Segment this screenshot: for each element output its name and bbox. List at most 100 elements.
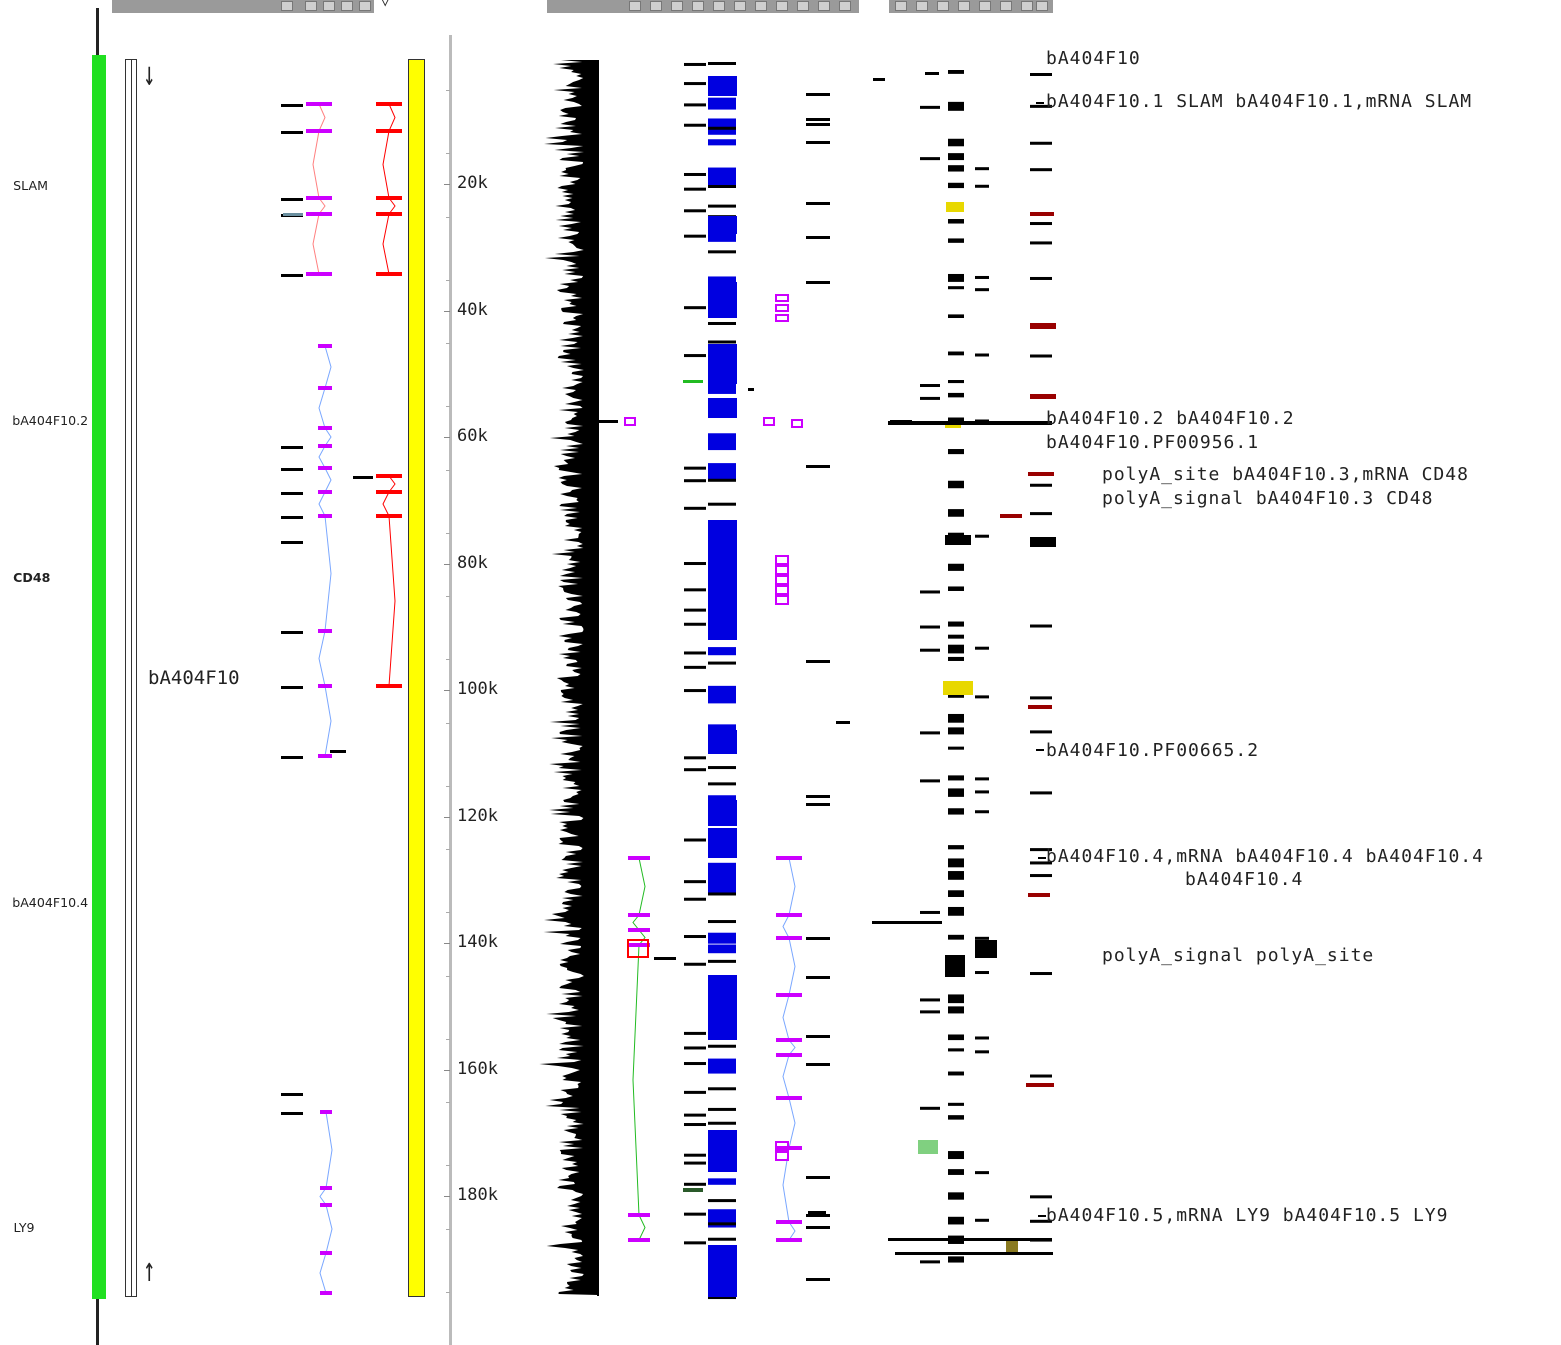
protein-match xyxy=(708,502,736,506)
track-toggle-checkbox-icon[interactable] xyxy=(958,1,970,11)
dna-match xyxy=(684,1062,706,1066)
dna-match xyxy=(684,234,706,238)
feature-hit xyxy=(1030,141,1052,145)
cd48-transcript-intron xyxy=(318,387,326,429)
track-toggle-checkbox-icon[interactable] xyxy=(1021,1,1033,11)
protein-match xyxy=(708,1199,736,1203)
scale-minor-tick xyxy=(446,1165,450,1167)
feature-label-ba404f10-4-b[interactable]: bA404F10.4 xyxy=(1185,869,1304,890)
slam-transcript-exon xyxy=(306,196,332,200)
track-toggle-checkbox-icon[interactable] xyxy=(341,1,353,11)
ba404f10-4-alt-exon xyxy=(628,856,650,860)
track-toggle-checkbox-icon[interactable] xyxy=(1036,1,1048,11)
exon-box xyxy=(763,417,775,426)
feature-hit-red xyxy=(1028,893,1050,897)
ba404f10-4-alt-exon xyxy=(628,913,650,917)
gene-label-ba404f10-4[interactable]: bA404F10.4 xyxy=(12,896,89,910)
feature-label-ba404f10-2[interactable]: bA404F10.2 bA404F10.2 xyxy=(1046,408,1295,429)
est-hit xyxy=(806,1063,830,1066)
feature-hit xyxy=(1030,168,1052,172)
feature-hit-block xyxy=(975,940,997,958)
feature-hit xyxy=(948,871,964,880)
track-toggle-checkbox-icon[interactable] xyxy=(1000,1,1012,11)
slam-transcript-intron xyxy=(312,213,320,275)
feature-label-polya[interactable]: polyA_signal polyA_site xyxy=(1102,945,1375,966)
feature-hit xyxy=(948,417,964,424)
slam-gene-exon xyxy=(376,129,402,133)
track-group-menu-icon[interactable]: ▽ xyxy=(381,0,390,10)
exon-box xyxy=(775,585,789,595)
track-toggle-checkbox-icon[interactable] xyxy=(734,1,746,11)
ba404f10-4-alt-exon xyxy=(628,1213,650,1217)
feature-hit xyxy=(1030,483,1052,487)
protein-match xyxy=(708,1178,736,1185)
feature-label-ly9[interactable]: bA404F10.5,mRNA LY9 bA404F10.5 LY9 xyxy=(1046,1205,1449,1226)
gene-label-ly9[interactable]: LY9 xyxy=(13,1221,35,1235)
scale-tick-label: 120k xyxy=(457,805,498,826)
cd48-transcript-exon xyxy=(318,426,332,430)
track-toggle-checkbox-icon[interactable] xyxy=(650,1,662,11)
cd48-transcript-intron xyxy=(318,491,326,517)
dna-match xyxy=(684,562,706,566)
feature-hit xyxy=(948,219,964,224)
scale-tick-mark xyxy=(444,816,450,818)
sequence-bar[interactable] xyxy=(408,59,425,1297)
gene-label-ba404f10-2[interactable]: bA404F10.2 xyxy=(12,414,89,428)
dna-match xyxy=(684,1182,706,1186)
protein-match xyxy=(708,1121,736,1125)
track-toggle-checkbox-icon[interactable] xyxy=(755,1,767,11)
feature-label-contig[interactable]: bA404F10 xyxy=(1046,48,1141,69)
cd48-transcript-exon xyxy=(318,514,332,518)
track-toggle-checkbox-icon[interactable] xyxy=(937,1,949,11)
track-toggle-checkbox-icon[interactable] xyxy=(692,1,704,11)
dna-match xyxy=(684,935,706,939)
cd48-transcript-intron xyxy=(324,515,332,632)
track-toggle-checkbox-icon[interactable] xyxy=(818,1,830,11)
feature-hit xyxy=(948,994,964,1004)
contig-name-label[interactable]: bA404F10 xyxy=(148,667,240,689)
feature-hit xyxy=(948,1192,964,1200)
track-toggle-checkbox-icon[interactable] xyxy=(629,1,641,11)
gene-label-cd48[interactable]: CD48 xyxy=(13,571,51,585)
feature-hit xyxy=(975,1171,989,1175)
feature-hit-red xyxy=(1000,514,1022,518)
exon-box xyxy=(775,555,789,565)
feature-hit xyxy=(920,105,940,109)
track-toggle-checkbox-icon[interactable] xyxy=(839,1,851,11)
feature-hit xyxy=(1030,730,1052,734)
track-toggle-checkbox-icon[interactable] xyxy=(776,1,788,11)
ba404f10-4-transcript-intron xyxy=(788,937,796,996)
track-toggle-checkbox-icon[interactable] xyxy=(323,1,335,11)
track-toggle-checkbox-icon[interactable] xyxy=(305,1,317,11)
exon-box xyxy=(775,575,789,585)
feature-hit xyxy=(948,70,964,74)
gene-label-slam[interactable]: SLAM xyxy=(13,179,48,193)
track-group-bar-3[interactable] xyxy=(889,0,1053,13)
singleton-hit xyxy=(873,78,885,81)
protein-match-block xyxy=(708,520,737,640)
slam-gene-exon xyxy=(376,196,402,200)
track-toggle-checkbox-icon[interactable] xyxy=(359,1,371,11)
track-toggle-checkbox-icon[interactable] xyxy=(797,1,809,11)
track-toggle-checkbox-icon[interactable] xyxy=(671,1,683,11)
track-toggle-checkbox-icon[interactable] xyxy=(979,1,991,11)
track-toggle-checkbox-icon[interactable] xyxy=(713,1,725,11)
feature-label-polya-site-cd48[interactable]: polyA_site bA404F10.3,mRNA CD48 xyxy=(1102,464,1469,485)
cd48-gene-intron xyxy=(382,491,390,517)
dna-match xyxy=(684,354,706,358)
feature-hit-green xyxy=(918,1140,938,1154)
exon-box xyxy=(775,294,789,302)
dna-match xyxy=(684,1161,706,1165)
track-toggle-checkbox-icon[interactable] xyxy=(895,1,907,11)
feature-label-pf00665[interactable]: bA404F10.PF00665.2 xyxy=(1046,740,1260,761)
feature-label-pf00956[interactable]: bA404F10.PF00956.1 xyxy=(1046,432,1260,453)
feature-label-slam[interactable]: bA404F10.1 SLAM bA404F10.1,mRNA SLAM xyxy=(1046,91,1473,112)
track-toggle-checkbox-icon[interactable] xyxy=(916,1,928,11)
est-hit xyxy=(806,236,830,239)
cd48-transcript-exon xyxy=(318,344,332,348)
feature-label-ba404f10-4[interactable]: bA404F10.4,mRNA bA404F10.4 bA404F10.4 xyxy=(1046,846,1484,867)
feature-label-polya-signal-cd48[interactable]: polyA_signal bA404F10.3 CD48 xyxy=(1102,488,1434,509)
ba404f10-4-transcript-intron xyxy=(782,994,790,1041)
feature-hit xyxy=(920,625,940,629)
track-toggle-checkbox-icon[interactable] xyxy=(281,1,293,11)
